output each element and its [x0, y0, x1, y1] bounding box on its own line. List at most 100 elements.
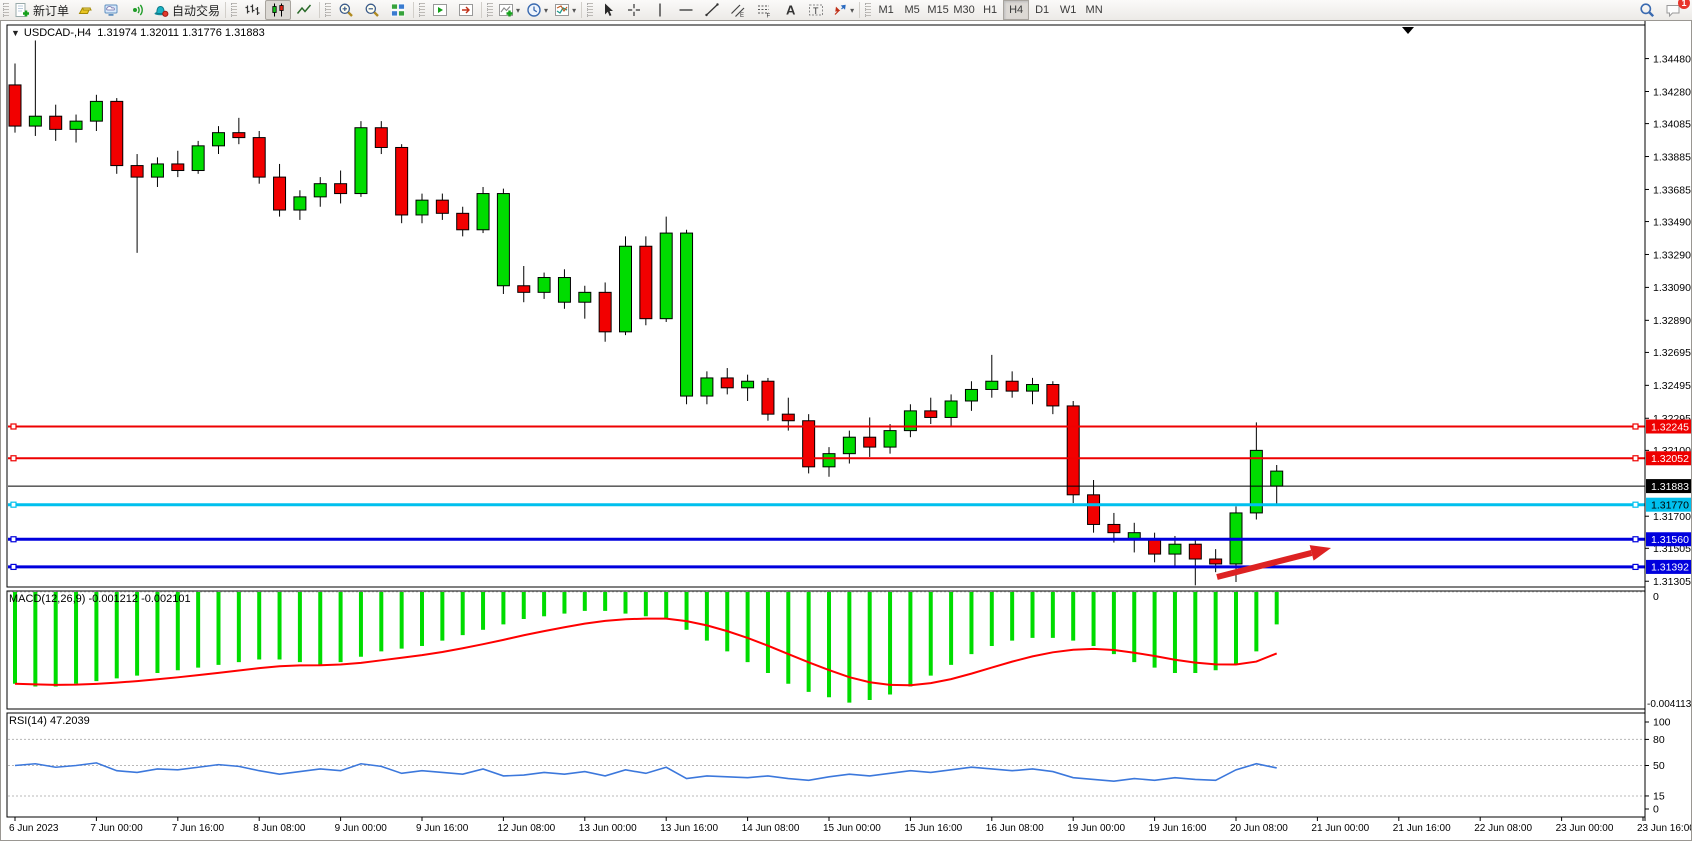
channel-button[interactable]: E — [725, 0, 751, 20]
gold-ingot-button[interactable] — [72, 0, 98, 20]
price-line-badge-label: 1.31770 — [1651, 499, 1689, 511]
rsi-axis-label: 15 — [1653, 790, 1665, 802]
timeframe-h4[interactable]: H4 — [1003, 0, 1030, 20]
timeframe-w1[interactable]: W1 — [1059, 4, 1077, 16]
candle-body — [802, 420, 816, 468]
toolbar-drag-handle[interactable] — [865, 3, 872, 17]
time-axis-label: 15 Jun 00:00 — [823, 823, 881, 834]
text-label-button[interactable]: T — [803, 0, 829, 20]
timeframe-m15[interactable]: M15 — [927, 4, 949, 16]
candle-body — [1188, 543, 1202, 560]
line-endpoint-handle[interactable] — [1632, 501, 1639, 508]
chevron-down-icon[interactable]: ▾ — [516, 5, 521, 15]
chart-window[interactable]: 1.34480 1.34280 1.34085 1.33885 1.33685 1.334… — [0, 20, 1692, 841]
candle-body — [496, 193, 510, 287]
rsi-pane[interactable] — [6, 712, 1646, 818]
candle-body — [944, 400, 958, 418]
candlestick-chart-button[interactable] — [265, 0, 292, 20]
toolbar-drag-handle[interactable] — [419, 3, 426, 17]
line-endpoint-handle[interactable] — [10, 501, 17, 508]
toolbar-drag-handle[interactable] — [3, 3, 9, 17]
line-endpoint-handle[interactable] — [1632, 536, 1639, 543]
main-pane[interactable] — [6, 24, 1646, 588]
cloud-computer-icon — [103, 2, 119, 18]
line-endpoint-handle[interactable] — [10, 423, 17, 430]
timeframe-d1[interactable]: D1 — [1035, 4, 1050, 16]
gold-ingot-icon — [77, 2, 93, 18]
bar-chart-button[interactable] — [239, 0, 265, 20]
line-chart-icon — [296, 2, 312, 18]
horizontal-line-button[interactable] — [673, 0, 699, 20]
crosshair-button[interactable] — [621, 0, 647, 20]
chart-shift-marker[interactable] — [1402, 27, 1414, 34]
line-endpoint-handle[interactable] — [10, 563, 17, 571]
line-endpoint-handle[interactable] — [1632, 563, 1639, 571]
arrows-button[interactable]: ▾ — [829, 0, 857, 20]
svg-text:E: E — [740, 13, 744, 18]
price-axis[interactable]: 1.34480 1.34280 1.34085 1.33885 1.33685 1.334… — [1644, 21, 1691, 821]
zoom-out-button[interactable] — [359, 0, 385, 20]
chevron-down-icon[interactable]: ▾ — [544, 5, 549, 15]
time-axis-label: 14 Jun 08:00 — [742, 823, 800, 834]
cloud-computer-button[interactable] — [98, 0, 124, 20]
new-order-button[interactable]: 新订单 — [11, 0, 72, 20]
price-tick-label: 1.33885 — [1653, 151, 1691, 163]
indicators-button[interactable]: ▾ — [495, 0, 523, 20]
chart-shift-button[interactable] — [453, 0, 479, 20]
toolbar-drag-handle[interactable] — [325, 3, 332, 17]
rsi-axis-label: 80 — [1653, 734, 1665, 746]
candle-body — [334, 183, 348, 195]
tile-windows-button[interactable] — [385, 0, 411, 20]
candle-body — [903, 410, 917, 432]
trend-arrow-line[interactable] — [1216, 550, 1313, 580]
timeframe-m5[interactable]: M5 — [904, 4, 920, 16]
candle-body — [130, 165, 144, 178]
text-button[interactable]: A — [777, 0, 803, 20]
candle-body — [232, 132, 246, 139]
toolbar-drag-handle[interactable] — [231, 3, 238, 17]
toolbar-drag-handle[interactable] — [587, 3, 594, 17]
timeframe-m30[interactable]: M30 — [953, 4, 975, 16]
line-endpoint-handle[interactable] — [1632, 423, 1639, 430]
indicators-icon — [498, 2, 514, 18]
line-endpoint-handle[interactable] — [10, 455, 17, 462]
chart-shift-icon — [458, 2, 474, 18]
zoom-in-button[interactable] — [333, 0, 359, 20]
toolbar-drag-handle[interactable] — [487, 3, 494, 17]
time-axis-label: 21 Jun 00:00 — [1311, 823, 1369, 834]
chevron-down-icon[interactable]: ▾ — [850, 5, 855, 15]
autotrading-hat-button[interactable]: 自动交易 — [150, 0, 223, 20]
cursor-button[interactable] — [595, 0, 621, 20]
signal-button[interactable] — [124, 0, 150, 20]
periods-button[interactable]: ▾ — [523, 0, 551, 20]
templates-button[interactable]: ▾ — [551, 0, 579, 20]
new-order-icon — [14, 2, 30, 18]
timeframe-mn[interactable]: MN — [1085, 4, 1103, 16]
svg-text:F: F — [767, 14, 771, 19]
toolbar-button-label: 自动交易 — [172, 3, 221, 18]
price-chart[interactable]: 1.34480 1.34280 1.34085 1.33885 1.33685 1.334… — [1, 21, 1691, 840]
search-button[interactable] — [1634, 0, 1660, 20]
chevron-down-icon[interactable]: ▾ — [572, 5, 577, 15]
candle-body — [680, 232, 694, 397]
timeframe-m1[interactable]: M1 — [878, 4, 894, 16]
auto-scroll-icon — [432, 2, 448, 18]
line-endpoint-handle[interactable] — [1632, 455, 1639, 462]
vertical-line-button[interactable] — [647, 0, 673, 20]
line-chart-button[interactable] — [291, 0, 317, 20]
auto-scroll-button[interactable] — [427, 0, 453, 20]
price-line-badge — [1646, 419, 1691, 434]
trendline-button[interactable] — [699, 0, 725, 20]
candle-body — [1270, 470, 1284, 487]
time-axis[interactable]: 6 Jun 2023 7 Jun 00:00 7 Jun 16:00 8 Jun 08… — [9, 817, 1691, 834]
price-tick-label: 1.34280 — [1653, 86, 1691, 98]
fibonacci-button[interactable]: F — [751, 0, 777, 20]
chat-button[interactable]: 1 — [1660, 0, 1690, 20]
timeframe-h1[interactable]: H1 — [983, 4, 998, 16]
candle-body — [374, 127, 388, 148]
time-axis-label: 9 Jun 00:00 — [335, 823, 388, 834]
trend-arrow-head[interactable] — [1309, 545, 1331, 561]
line-endpoint-handle[interactable] — [10, 536, 17, 543]
macd-pane[interactable] — [6, 590, 1646, 710]
price-line-badge — [1646, 479, 1691, 494]
